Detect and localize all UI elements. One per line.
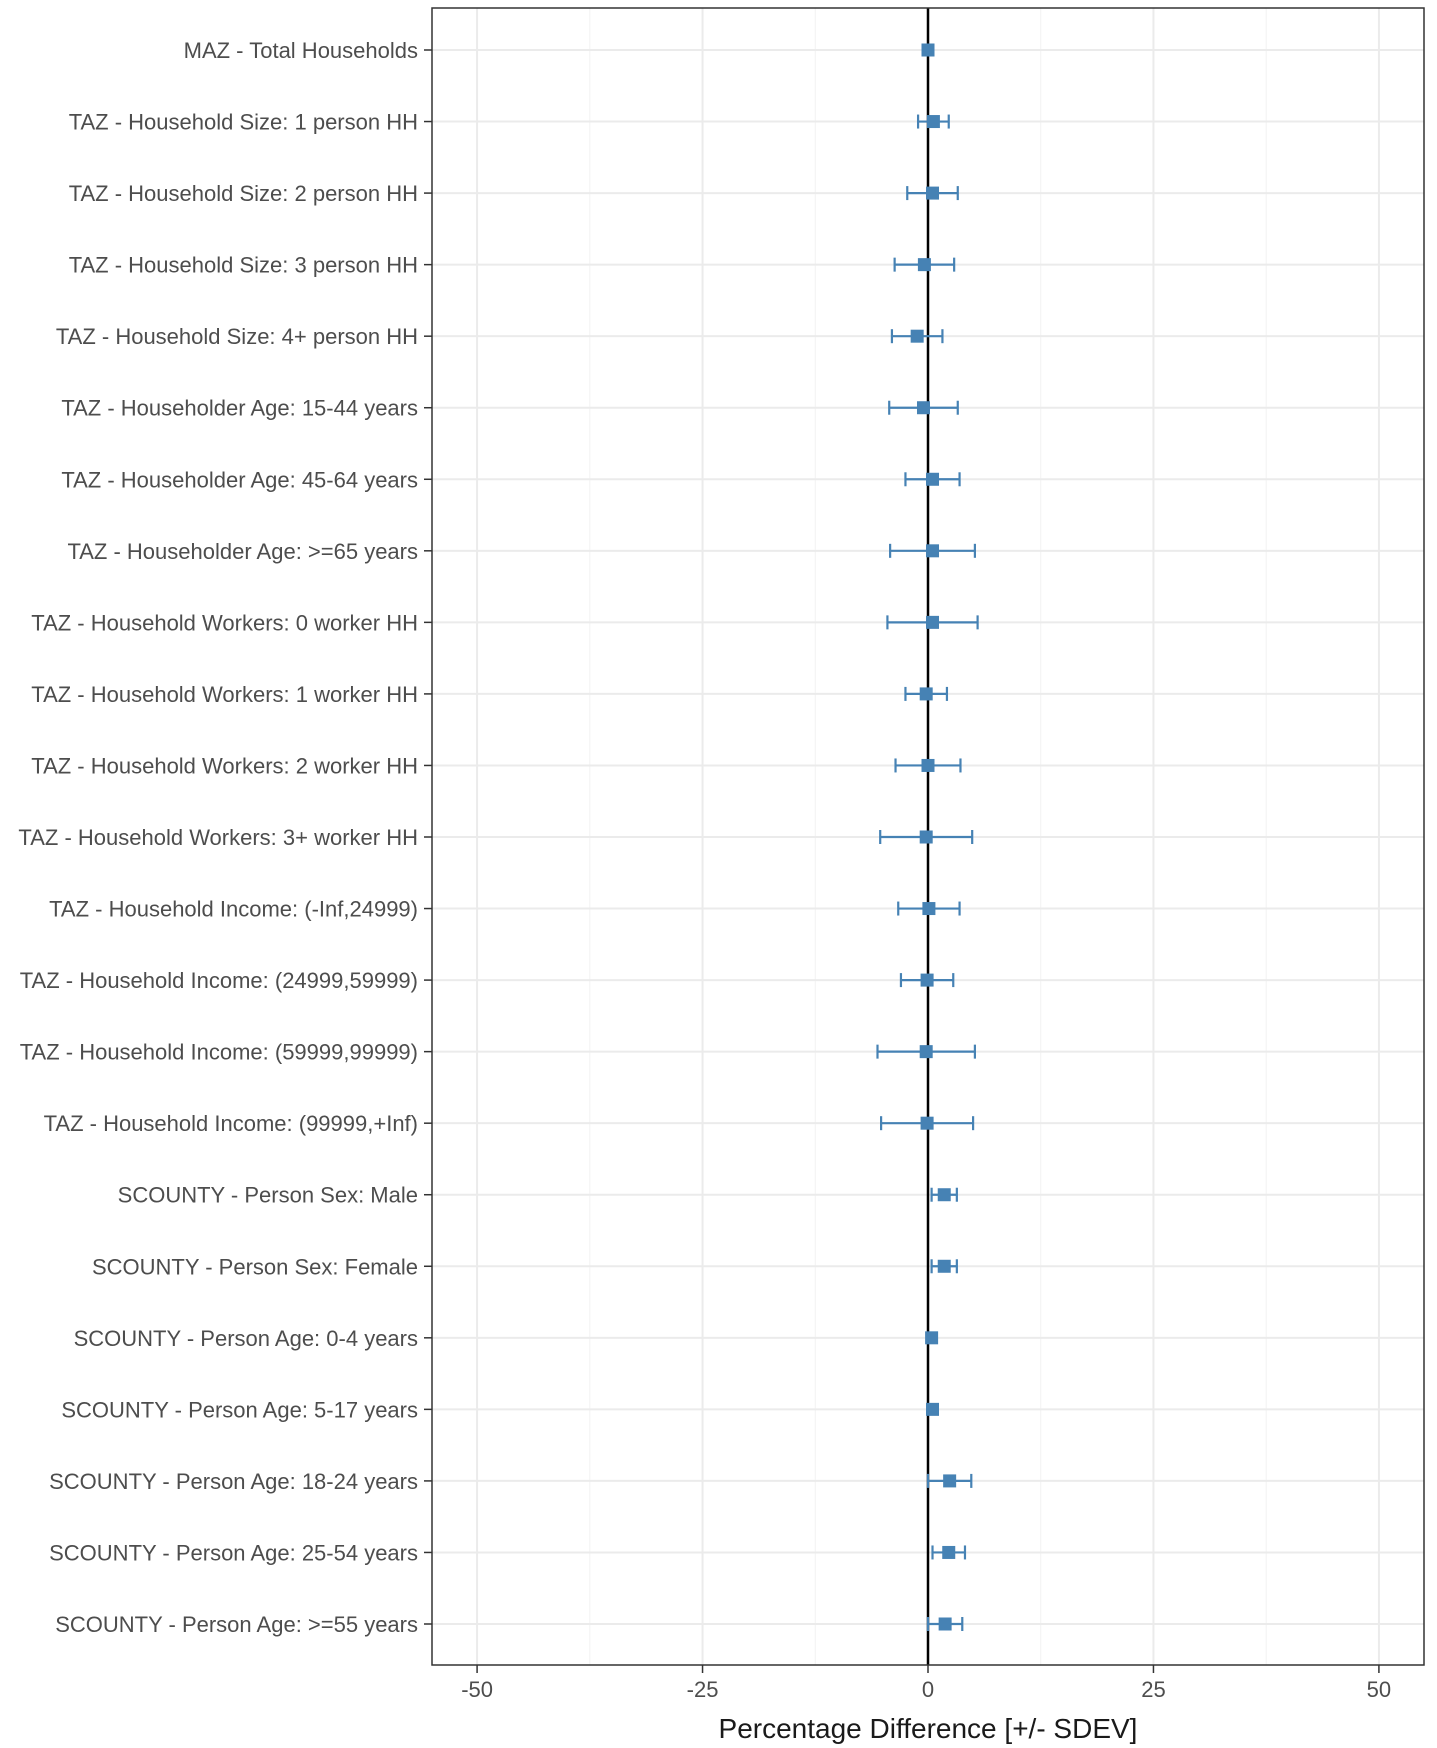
data-point [917,258,931,272]
y-tick-label: TAZ - Household Income: (99999,+Inf) [44,1111,418,1136]
y-axis: MAZ - Total Households TAZ - Household Si… [18,38,432,1637]
data-point [926,115,940,129]
y-tick-label: TAZ - Household Size: 4+ person HH [56,324,418,349]
data-point [910,329,924,343]
y-tick-label: TAZ - Household Size: 3 person HH [69,253,418,278]
data-point [937,1259,951,1273]
y-tick-label: MAZ - Total Households [184,38,418,63]
y-tick-label: TAZ - Householder Age: >=65 years [67,539,418,564]
x-axis: -50 -25 0 25 50 [461,1665,1391,1702]
x-tick-label: -25 [687,1677,719,1702]
data-point [926,1402,940,1416]
y-tick-label: TAZ - Householder Age: 45-64 years [61,467,418,492]
data-point [938,1617,952,1631]
y-tick-label: SCOUNTY - Person Age: 25-54 years [49,1540,418,1565]
data-point [919,830,933,844]
data-point [916,401,930,415]
data-point [922,902,936,916]
y-tick-label: TAZ - Household Size: 2 person HH [69,181,418,206]
data-point [921,758,935,772]
y-tick-label: SCOUNTY - Person Sex: Female [92,1254,418,1279]
y-tick-label: TAZ - Household Income: (59999,99999) [20,1040,418,1065]
data-point [919,687,933,701]
x-tick-label: 25 [1141,1677,1165,1702]
data-point [925,1331,939,1345]
data-point [926,186,940,200]
data-point [937,1188,951,1202]
data-point [919,1045,933,1059]
data-point [942,1545,956,1559]
data-point [920,1116,934,1130]
x-tick-label: -50 [461,1677,493,1702]
y-tick-label: TAZ - Householder Age: 15-44 years [61,396,418,421]
y-tick-label: TAZ - Household Income: (-Inf,24999) [49,897,418,922]
y-tick-label: TAZ - Household Workers: 1 worker HH [31,682,418,707]
y-tick-label: TAZ - Household Workers: 2 worker HH [31,753,418,778]
y-tick-label: SCOUNTY - Person Age: 0-4 years [74,1326,418,1351]
data-point [926,615,940,629]
y-tick-label: SCOUNTY - Person Age: >=55 years [55,1612,418,1637]
y-tick-label: TAZ - Household Workers: 3+ worker HH [18,825,418,850]
x-axis-title: Percentage Difference [+/- SDEV] [719,1713,1138,1744]
y-tick-label: TAZ - Household Size: 1 person HH [69,110,418,135]
y-tick-label: SCOUNTY - Person Age: 5-17 years [61,1397,418,1422]
data-point [943,1474,957,1488]
data-point [926,544,940,558]
y-tick-label: TAZ - Household Income: (24999,59999) [20,968,418,993]
x-tick-label: 0 [922,1677,934,1702]
data-point [921,43,935,57]
y-tick-label: SCOUNTY - Person Sex: Male [118,1183,418,1208]
data-point [926,472,940,486]
data-point [920,973,934,987]
data-points [910,43,957,1631]
y-tick-label: SCOUNTY - Person Age: 18-24 years [49,1469,418,1494]
y-tick-label: TAZ - Household Workers: 0 worker HH [31,610,418,635]
x-tick-label: 50 [1367,1677,1391,1702]
